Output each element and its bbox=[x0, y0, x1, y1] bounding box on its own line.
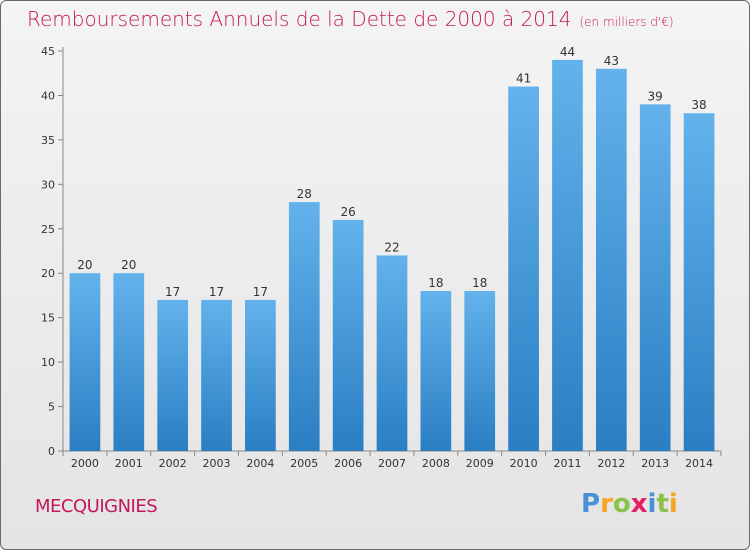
x-tick-label: 2013 bbox=[641, 457, 669, 470]
logo-letter: r bbox=[600, 489, 613, 519]
x-tick-label: 2002 bbox=[159, 457, 187, 470]
x-tick-label: 2003 bbox=[203, 457, 231, 470]
bar-value-label: 28 bbox=[297, 187, 312, 201]
bar-value-label: 44 bbox=[560, 45, 575, 59]
x-tick-label: 2010 bbox=[510, 457, 538, 470]
bar-value-label: 17 bbox=[253, 285, 268, 299]
bar-value-label: 18 bbox=[428, 276, 443, 290]
bar-value-label: 41 bbox=[516, 72, 531, 86]
bar-2009[interactable] bbox=[464, 291, 496, 451]
x-tick-label: 2011 bbox=[553, 457, 581, 470]
x-tick-label: 2004 bbox=[246, 457, 274, 470]
bar-2012[interactable] bbox=[595, 68, 627, 452]
chart-title: Remboursements Annuels de la Dette de 20… bbox=[27, 7, 674, 31]
bar-value-label: 20 bbox=[121, 258, 136, 272]
bar-2002[interactable] bbox=[157, 299, 189, 451]
chart-unit-note: (en milliers d'€) bbox=[579, 15, 674, 29]
bar-value-label: 39 bbox=[648, 89, 663, 103]
y-tick-label: 20 bbox=[41, 267, 55, 280]
bar-2008[interactable] bbox=[420, 291, 452, 451]
y-tick-label: 45 bbox=[41, 45, 55, 58]
y-tick-label: 35 bbox=[41, 134, 55, 147]
x-tick-label: 2014 bbox=[685, 457, 713, 470]
logo-letter: i bbox=[668, 489, 678, 519]
bar-value-label: 38 bbox=[691, 98, 706, 112]
x-axis bbox=[62, 450, 722, 456]
bar-2000[interactable] bbox=[69, 273, 101, 451]
bar-2001[interactable] bbox=[113, 273, 145, 451]
x-tick-label: 2005 bbox=[290, 457, 318, 470]
bar-value-label: 17 bbox=[209, 285, 224, 299]
bar-2006[interactable] bbox=[332, 219, 364, 451]
logo-letter: P bbox=[581, 489, 601, 519]
y-axis: 0 5 10 15 20 25 30 35 40 45 bbox=[41, 45, 64, 458]
y-tick-label: 40 bbox=[41, 89, 55, 102]
logo-letter: o bbox=[612, 489, 631, 519]
bar-value-label: 17 bbox=[165, 285, 180, 299]
x-tick-label: 2009 bbox=[466, 457, 494, 470]
chart-title-text: Remboursements Annuels de la Dette de 20… bbox=[27, 7, 572, 31]
logo-letter: t bbox=[656, 489, 669, 519]
bar-2005[interactable] bbox=[288, 202, 320, 451]
y-tick-label: 5 bbox=[48, 401, 55, 414]
x-tick-label: 2001 bbox=[115, 457, 143, 470]
x-tick-label: 2012 bbox=[597, 457, 625, 470]
x-tick-label: 2008 bbox=[422, 457, 450, 470]
logo-letter: x bbox=[630, 489, 648, 519]
bar-value-label: 26 bbox=[340, 205, 355, 219]
x-tick-label: 2006 bbox=[334, 457, 362, 470]
bar-2011[interactable] bbox=[552, 59, 583, 452]
x-tick-label: 2007 bbox=[378, 457, 406, 470]
bar-value-label: 43 bbox=[604, 54, 619, 68]
bar-2014[interactable] bbox=[683, 113, 715, 451]
y-tick-label: 30 bbox=[41, 178, 55, 191]
bars-group: 20 2000 20 2001 17 2002 17 2003 17 2004 28 2005 26 20… bbox=[69, 45, 715, 470]
bar-value-label: 22 bbox=[384, 240, 399, 254]
commune-name: MECQUIGNIES bbox=[35, 496, 158, 517]
bar-2010[interactable] bbox=[508, 86, 539, 452]
bar-2007[interactable] bbox=[376, 255, 408, 451]
bar-2003[interactable] bbox=[201, 299, 232, 451]
bar-2004[interactable] bbox=[245, 299, 276, 451]
y-tick-label: 25 bbox=[41, 223, 55, 236]
bar-2013[interactable] bbox=[639, 104, 671, 451]
x-tick-label: 2000 bbox=[71, 457, 99, 470]
y-tick-label: 0 bbox=[48, 445, 55, 458]
bar-value-label: 18 bbox=[472, 276, 487, 290]
bar-value-label: 20 bbox=[77, 258, 92, 272]
y-tick-label: 10 bbox=[41, 356, 55, 369]
proxiti-logo[interactable]: Proxiti bbox=[581, 489, 678, 519]
y-tick-label: 15 bbox=[41, 312, 55, 325]
logo-letter: i bbox=[647, 489, 657, 519]
